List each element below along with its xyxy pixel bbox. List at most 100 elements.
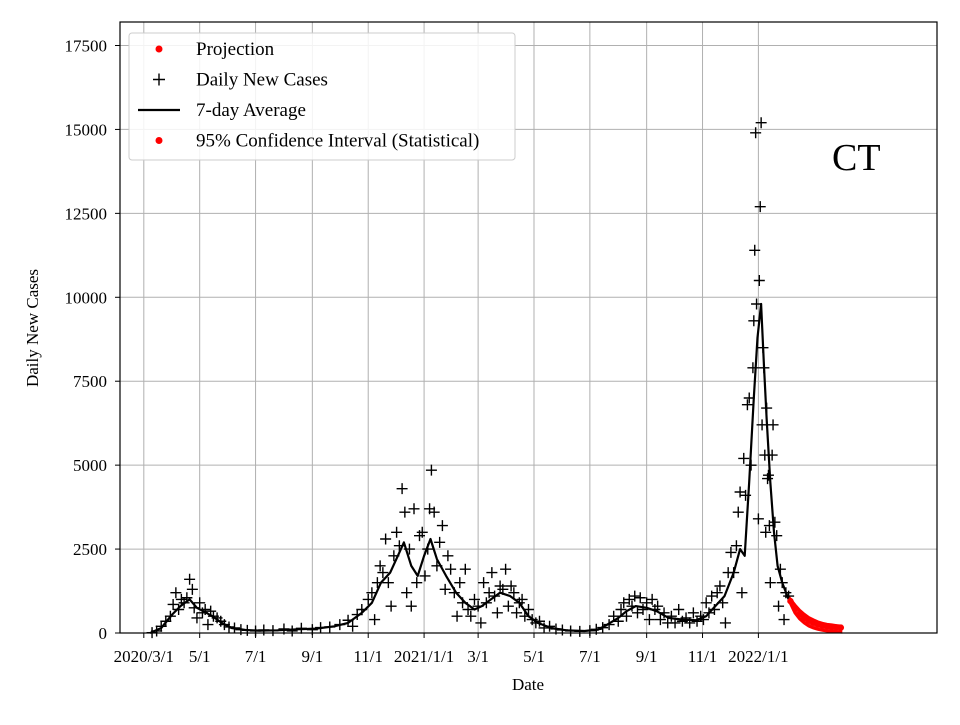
daily-case-point	[191, 612, 203, 624]
daily-case-point	[451, 610, 463, 622]
x-tick-label: 11/1	[353, 647, 383, 666]
projection-point	[791, 605, 799, 613]
daily-case-point	[439, 583, 451, 595]
daily-case-point	[465, 610, 477, 622]
daily-case-point	[377, 567, 389, 579]
tick-layer: 0 2500 5000 7500 10000 12500 15000 17500 2020/3/…	[65, 37, 789, 667]
daily-case-point	[347, 620, 359, 632]
y-tick-label: 5000	[73, 456, 107, 475]
y-tick-label: 12500	[65, 204, 108, 223]
daily-case-point	[741, 399, 753, 411]
daily-case-point	[459, 563, 471, 575]
daily-case-point	[755, 117, 767, 129]
daily-case-point	[762, 469, 774, 481]
daily-case-point	[436, 520, 448, 532]
daily-case-point	[434, 536, 446, 548]
daily-case-point	[773, 600, 785, 612]
daily-case-point	[654, 614, 666, 626]
projection-point	[796, 611, 803, 618]
projection-point	[837, 624, 845, 631]
y-tick-label: 10000	[65, 288, 108, 307]
daily-case-point	[442, 550, 454, 562]
legend-items: Projection Daily New Cases 7-day Average 95…	[138, 39, 479, 152]
daily-case-point	[646, 593, 658, 605]
daily-case-point	[170, 587, 182, 599]
x-tick-label: 7/1	[245, 647, 267, 666]
daily-case-point	[687, 607, 699, 619]
daily-case-point	[752, 513, 764, 525]
plot-frame	[119, 21, 938, 634]
daily-case-point	[491, 607, 503, 619]
daily-case-point	[673, 604, 685, 615]
x-tick-label: 9/1	[301, 647, 323, 666]
daily-case-point	[202, 619, 214, 631]
daily-case-point	[764, 577, 776, 589]
daily-case-point	[760, 526, 772, 538]
daily-case-point	[615, 604, 627, 615]
projection-point	[828, 623, 835, 631]
daily-case-point	[369, 614, 381, 626]
daily-case-point	[416, 526, 428, 538]
daily-case-point	[778, 614, 790, 626]
legend-dot-marker	[155, 45, 163, 53]
x-axis-title: Date	[512, 675, 544, 694]
x-tick-label: 9/1	[636, 647, 658, 666]
daily-case-point	[184, 573, 196, 585]
daily-case-point	[362, 593, 374, 605]
daily-case-point	[769, 516, 781, 528]
y-tick-label: 15000	[65, 120, 108, 139]
y-tick-label: 0	[99, 624, 108, 643]
daily-case-point	[767, 419, 779, 431]
daily-case-point	[634, 592, 646, 604]
daily-case-point	[445, 563, 457, 575]
daily-case-point	[425, 464, 437, 476]
daily-case-point	[749, 244, 761, 256]
x-tick-label: 3/1	[467, 647, 489, 666]
legend-dot-marker	[155, 137, 163, 144]
x-tick-label: 2020/3/1	[114, 647, 174, 666]
daily-case-point	[736, 587, 748, 599]
seven-day-average-line	[149, 302, 790, 635]
daily-case-point	[500, 563, 512, 575]
daily-case-point	[502, 600, 514, 612]
daily-case-point	[771, 530, 783, 542]
daily-case-point	[405, 600, 417, 612]
daily-case-point	[652, 600, 664, 612]
legend-label: 7-day Average	[196, 100, 306, 121]
legend-plus-marker	[153, 73, 165, 86]
daily-case-point	[756, 419, 768, 431]
daily-case-point	[753, 275, 765, 286]
daily-case-point	[508, 587, 520, 599]
daily-case-point	[719, 617, 731, 629]
daily-case-point	[748, 315, 760, 327]
x-tick-label: 5/1	[189, 647, 211, 666]
daily-case-point	[454, 577, 466, 589]
daily-case-point	[732, 506, 744, 518]
legend: Projection Daily New Cases 7-day Average 95…	[128, 32, 516, 161]
daily-case-point	[516, 593, 528, 605]
daily-case-point	[714, 580, 726, 592]
state-annotation: CT	[832, 137, 881, 179]
daily-case-point	[411, 577, 423, 589]
y-tick-label: 17500	[65, 37, 108, 56]
daily-case-point	[750, 127, 762, 139]
daily-case-point	[505, 580, 517, 592]
daily-case-point	[754, 201, 766, 213]
daily-case-point	[475, 617, 487, 629]
daily-case-point	[408, 503, 420, 515]
daily-case-point	[382, 577, 394, 589]
daily-case-point	[401, 587, 413, 599]
daily-case-point	[478, 577, 490, 589]
legend-label: 95% Confidence Interval (Statistical)	[196, 131, 479, 152]
y-tick-label: 7500	[73, 372, 107, 391]
x-tick-label: 11/1	[688, 647, 718, 666]
daily-case-point	[167, 598, 179, 610]
daily-case-point	[374, 560, 386, 572]
daily-case-point	[186, 583, 198, 595]
y-axis-title: Daily New Cases	[23, 269, 42, 387]
projection-point	[787, 597, 794, 605]
daily-case-point	[419, 570, 431, 582]
daily-case-point	[486, 567, 498, 579]
x-tick-label: 7/1	[579, 647, 601, 666]
